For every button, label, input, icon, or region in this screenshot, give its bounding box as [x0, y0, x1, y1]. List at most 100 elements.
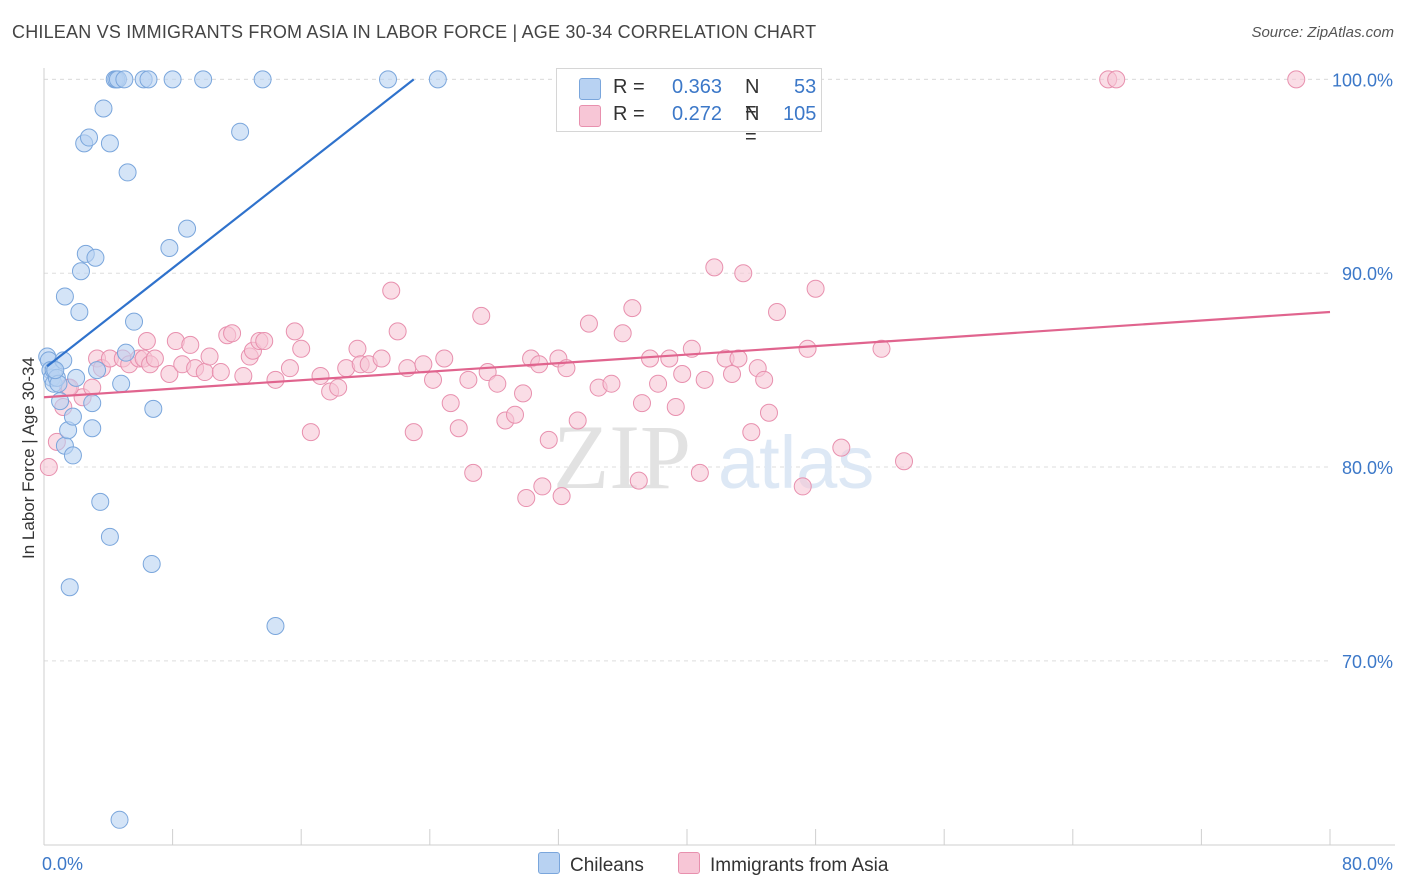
- series-legend: Chileans Immigrants from Asia: [0, 850, 1406, 880]
- asia-point: [424, 370, 443, 389]
- asia-point: [137, 332, 156, 351]
- asia-point: [660, 349, 679, 368]
- chilean-point: [88, 361, 107, 380]
- asia-point: [280, 359, 299, 378]
- asia-point: [200, 347, 219, 366]
- asia-point: [666, 397, 685, 416]
- asia-point: [623, 299, 642, 318]
- chilean-point: [116, 343, 135, 362]
- chilean-point: [428, 70, 447, 89]
- asia-trend-line: [43, 310, 1331, 399]
- legend-swatch-blue: [579, 78, 601, 100]
- legend-item-chileans[interactable]: Chileans: [538, 852, 644, 877]
- asia-point: [723, 365, 742, 383]
- asia-point: [806, 279, 825, 298]
- chilean-point: [67, 368, 86, 387]
- chilean-point: [91, 492, 110, 511]
- chilean-point: [46, 361, 65, 380]
- chilean-point: [100, 527, 119, 546]
- chilean-point: [115, 70, 134, 89]
- chilean-point: [144, 399, 163, 418]
- asia-point: [195, 363, 214, 382]
- asia-point: [734, 264, 753, 283]
- asia-point: [311, 366, 330, 385]
- asia-point: [552, 487, 571, 506]
- chilean-point: [178, 219, 197, 238]
- chilean-point: [125, 312, 144, 331]
- asia-point: [613, 324, 632, 343]
- asia-point: [539, 430, 558, 449]
- chilean-point: [194, 70, 213, 89]
- asia-point: [759, 403, 778, 422]
- chilean-point: [83, 419, 102, 438]
- chilean-point: [71, 262, 90, 281]
- chilean-point: [379, 70, 398, 89]
- asia-point: [705, 258, 724, 277]
- asia-point: [285, 322, 304, 341]
- chilean-point: [100, 134, 119, 153]
- asia-point: [488, 374, 507, 393]
- chilean-point: [118, 163, 137, 182]
- asia-point: [793, 477, 812, 496]
- asia-point: [255, 332, 274, 351]
- asia-point: [568, 411, 587, 430]
- legend-r-value: 0.272: [672, 103, 723, 125]
- axes: [43, 68, 1395, 846]
- asia-point: [1107, 70, 1126, 89]
- asia-point: [388, 322, 407, 341]
- asia-point: [414, 355, 433, 374]
- asia-point: [629, 471, 648, 490]
- legend-r-label: R =: [613, 76, 645, 98]
- chilean-point: [63, 407, 82, 426]
- chilean-point: [110, 810, 129, 829]
- chilean-point: [70, 302, 89, 321]
- chart-title: CHILEAN VS IMMIGRANTS FROM ASIA IN LABOR…: [12, 22, 817, 42]
- y-tick-label: 70.0%: [1342, 652, 1393, 672]
- chilean-point: [142, 554, 161, 573]
- asia-point: [181, 335, 200, 354]
- asia-point: [435, 349, 454, 368]
- asia-point: [798, 339, 817, 358]
- asia-point: [742, 423, 761, 442]
- asia-point: [459, 370, 478, 389]
- asia-point: [292, 339, 311, 358]
- asia-point: [160, 365, 179, 383]
- chilean-point: [55, 287, 74, 306]
- asia-point: [690, 463, 709, 482]
- asia-point: [1287, 70, 1306, 89]
- asia-point: [602, 374, 621, 393]
- trend-lines: [43, 78, 1331, 399]
- asia-point: [441, 394, 460, 413]
- asia-point: [234, 366, 253, 385]
- y-tick-label: 90.0%: [1342, 264, 1393, 284]
- x-tick-label: 0.0%: [42, 854, 83, 874]
- legend-swatch-pink: [579, 105, 601, 127]
- source-credit: Source: ZipAtlas.com: [1251, 24, 1394, 41]
- chilean-point: [86, 248, 105, 267]
- chilean-point: [160, 239, 179, 258]
- asia-point: [517, 489, 536, 508]
- asia-point: [579, 314, 598, 333]
- chilean-point: [63, 446, 82, 465]
- asia-point: [39, 458, 58, 477]
- chilean-point: [253, 70, 272, 89]
- legend-item-asia[interactable]: Immigrants from Asia: [678, 852, 888, 877]
- legend-r-label: R =: [613, 103, 645, 125]
- asia-point: [729, 349, 748, 368]
- chilean-point: [60, 578, 79, 597]
- asia-point: [329, 378, 348, 397]
- asia-point: [145, 349, 164, 368]
- legend-r-value: 0.363: [672, 76, 723, 98]
- chilean-point: [266, 616, 285, 635]
- asia-point: [649, 374, 668, 393]
- chilean-point: [80, 128, 99, 147]
- legend-swatch-pink: [678, 852, 700, 874]
- asia-point: [505, 405, 524, 424]
- asia-point: [472, 306, 491, 325]
- legend-n-value: 53: [794, 76, 817, 98]
- chilean-point: [231, 122, 250, 141]
- chilean-point: [112, 374, 131, 393]
- y-tick-label: 100.0%: [1332, 70, 1393, 90]
- correlation-legend: R = 0.363 N = 53 R = 0.272 N = 105: [556, 68, 822, 148]
